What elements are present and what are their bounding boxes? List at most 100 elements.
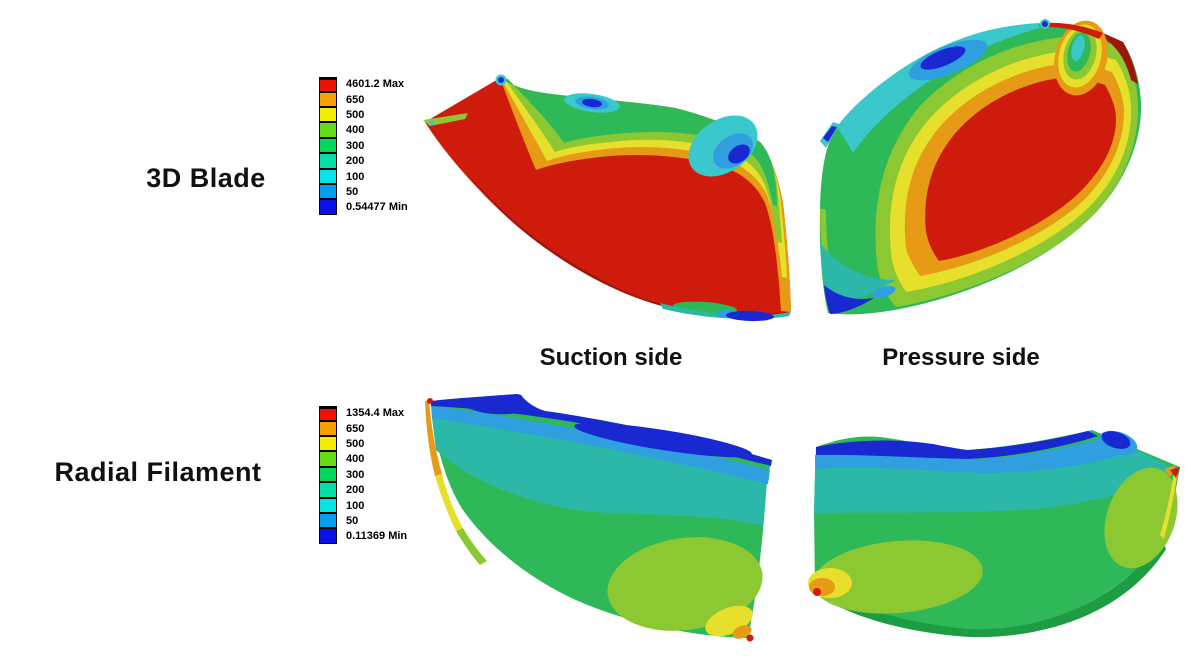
caption-suction-side: Suction side (539, 344, 683, 371)
contour-plot-3d-blade-pressure (819, 19, 1142, 315)
legend-value: 0.11369 Min (346, 530, 408, 543)
contour-spot (809, 578, 835, 596)
contour-spot (574, 422, 752, 458)
legend-value: 200 (346, 155, 365, 168)
legend-row: 50 (319, 183, 408, 200)
legend-row: 500 (319, 107, 408, 123)
legend-swatch (319, 91, 337, 108)
legend-row: 200 (319, 153, 408, 169)
legend-swatch (319, 168, 337, 184)
caption-pressure-side: Pressure side (882, 344, 1040, 371)
legend-value: 50 (346, 185, 359, 198)
contour-spot (813, 588, 821, 596)
legend-value: 0.54477 Min (346, 201, 408, 214)
legend-value: 650 (346, 93, 365, 106)
legend-value: 200 (346, 484, 365, 497)
legend-swatch (319, 436, 337, 452)
contour-patch (607, 537, 763, 631)
contour-sliver (456, 528, 487, 565)
row-label-radial-filament: Radial Filament (54, 457, 262, 487)
row-label-3d-blade: 3D Blade (146, 163, 266, 193)
contour-patch (813, 540, 983, 614)
legend-swatch (319, 420, 337, 437)
legend-swatch (319, 107, 337, 123)
legend-swatch (319, 183, 337, 200)
legend-row: 100 (319, 168, 408, 184)
contour-spot (1042, 21, 1048, 27)
contour-band (500, 78, 777, 206)
legend-swatch (319, 512, 337, 529)
legend-row: 400 (319, 122, 408, 138)
legend-value: 100 (346, 499, 365, 512)
contour-spot (429, 120, 435, 126)
contour-band (824, 285, 874, 314)
contour-band (816, 431, 1098, 459)
legend-row: 500 (319, 436, 407, 452)
legend-row: 300 (319, 137, 408, 154)
color-scale-legend-3d-blade: 4601.2 Max 650 500 400 300 200 100 50 0.… (319, 77, 408, 216)
legend-row: 650 (319, 420, 407, 437)
contour-sliver (1164, 465, 1176, 477)
contour-sliver (1170, 467, 1180, 478)
legend-row: 4601.2 Max (319, 77, 408, 93)
contour-patch (1104, 467, 1178, 569)
legend-swatch (319, 482, 337, 498)
legend-value: 300 (346, 139, 365, 152)
legend-value: 500 (346, 437, 365, 450)
contour-band (820, 243, 896, 311)
legend-row: 50 (319, 512, 407, 529)
contour-plot-radial-filament-suction (425, 394, 772, 642)
legend-row: 100 (319, 497, 407, 513)
legend-swatch (319, 199, 337, 215)
contour-spot (465, 397, 525, 415)
legend-row: 200 (319, 482, 407, 498)
contour-band (814, 451, 1176, 513)
contour-sliver (1160, 471, 1178, 539)
legend-value: 400 (346, 124, 365, 137)
contour-sliver (823, 126, 837, 142)
legend-swatch (319, 153, 337, 169)
contour-spot (746, 634, 754, 642)
contour-sliver (435, 474, 463, 531)
contour-band (1103, 33, 1138, 84)
contour-core (925, 76, 1116, 261)
contour-band (431, 406, 770, 484)
contour-spot (920, 46, 966, 70)
legend-value: 500 (346, 108, 365, 121)
legend-row: 650 (319, 91, 408, 108)
legend-swatch (319, 451, 337, 467)
contour-sliver (425, 400, 442, 476)
legend-swatch (319, 466, 337, 483)
contour-spot (872, 285, 896, 299)
contour-spot (726, 310, 774, 322)
contour-plot-3d-blade-suction (423, 74, 791, 322)
contour-spot (728, 144, 750, 164)
contour-spot (1071, 35, 1085, 61)
legend-row: 400 (319, 451, 407, 467)
contour-spot (732, 625, 752, 639)
legend-value: 50 (346, 514, 359, 527)
legend-swatch (319, 77, 337, 93)
legend-value: 650 (346, 422, 365, 435)
contour-spot (582, 98, 602, 108)
color-scale-legend-radial-filament: 1354.4 Max 650 500 400 300 200 100 50 0.… (319, 406, 407, 545)
contour-band (815, 438, 1134, 473)
legend-row: 300 (319, 466, 407, 483)
legend-value: 300 (346, 468, 365, 481)
legend-row: 1354.4 Max (319, 406, 407, 422)
legend-value: 4601.2 Max (346, 78, 405, 91)
legend-swatch (319, 406, 337, 422)
legend-swatch (319, 528, 337, 544)
legend-value: 400 (346, 453, 365, 466)
contour-band (815, 541, 1166, 638)
legend-swatch (319, 497, 337, 513)
contour-plot-radial-filament-pressure (808, 430, 1180, 638)
legend-value: 1354.4 Max (346, 407, 405, 420)
legend-row: 0.11369 Min (319, 528, 408, 544)
contour-sliver (1045, 22, 1103, 39)
legend-value: 100 (346, 170, 365, 183)
legend-swatch (319, 137, 337, 154)
legend-swatch (319, 122, 337, 138)
contour-spot (498, 77, 504, 83)
